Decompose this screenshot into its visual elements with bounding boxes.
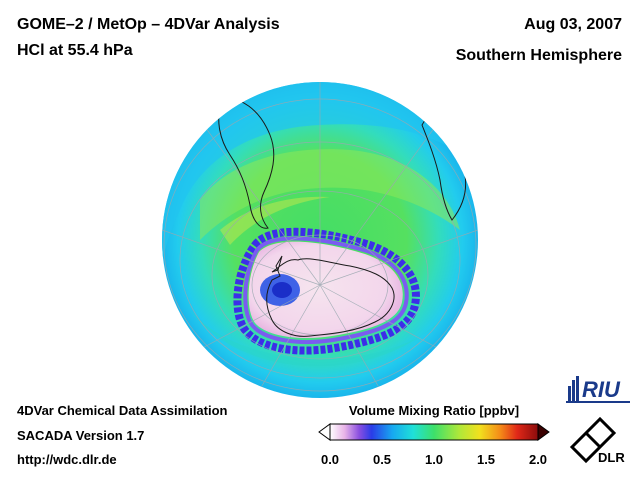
colorbar-gradient <box>329 423 539 441</box>
south-america-outline <box>218 98 275 229</box>
riu-logo: RIU <box>566 376 630 403</box>
vortex-ring-outer <box>233 227 420 355</box>
footer-line-2: SACADA Version 1.7 <box>17 428 145 443</box>
dlr-logo <box>569 416 617 464</box>
antarctica-outline <box>266 255 395 337</box>
title-line-2: HCl at 55.4 hPa <box>17 42 133 59</box>
date-label: Aug 03, 2007 <box>524 16 622 33</box>
globe-map <box>162 82 478 398</box>
vortex-ring-mid <box>243 236 409 344</box>
footer-url[interactable]: http://wdc.dlr.de <box>17 452 117 467</box>
colorbar-tick-2: 1.0 <box>424 452 444 467</box>
colorbar-max-arrow <box>537 423 550 441</box>
footer-line-1: 4DVar Chemical Data Assimilation <box>17 403 228 418</box>
colorbar-title: Volume Mixing Ratio [ppbv] <box>348 403 520 418</box>
colorbar-tick-0: 0.0 <box>320 452 340 467</box>
title-line-1: GOME–2 / MetOp – 4DVar Analysis <box>17 16 280 33</box>
green-band-upper <box>200 149 460 240</box>
lower-band <box>190 310 450 367</box>
riu-logo-text: RIU <box>582 377 621 402</box>
colorbar-min-arrow <box>318 423 331 441</box>
colorbar-tick-4: 2.0 <box>528 452 548 467</box>
region-label: Southern Hemisphere <box>455 47 622 64</box>
cyan-band-top <box>162 82 478 280</box>
colorbar-tick-1: 0.5 <box>372 452 392 467</box>
australia-outline <box>454 324 473 351</box>
dlr-logo-text: DLR <box>598 450 625 465</box>
vortex-interior <box>248 241 403 339</box>
colorbar-tick-3: 1.5 <box>476 452 496 467</box>
colorbar <box>318 423 550 441</box>
blue-pocket-core <box>272 282 292 298</box>
yellow-streak <box>220 196 330 245</box>
